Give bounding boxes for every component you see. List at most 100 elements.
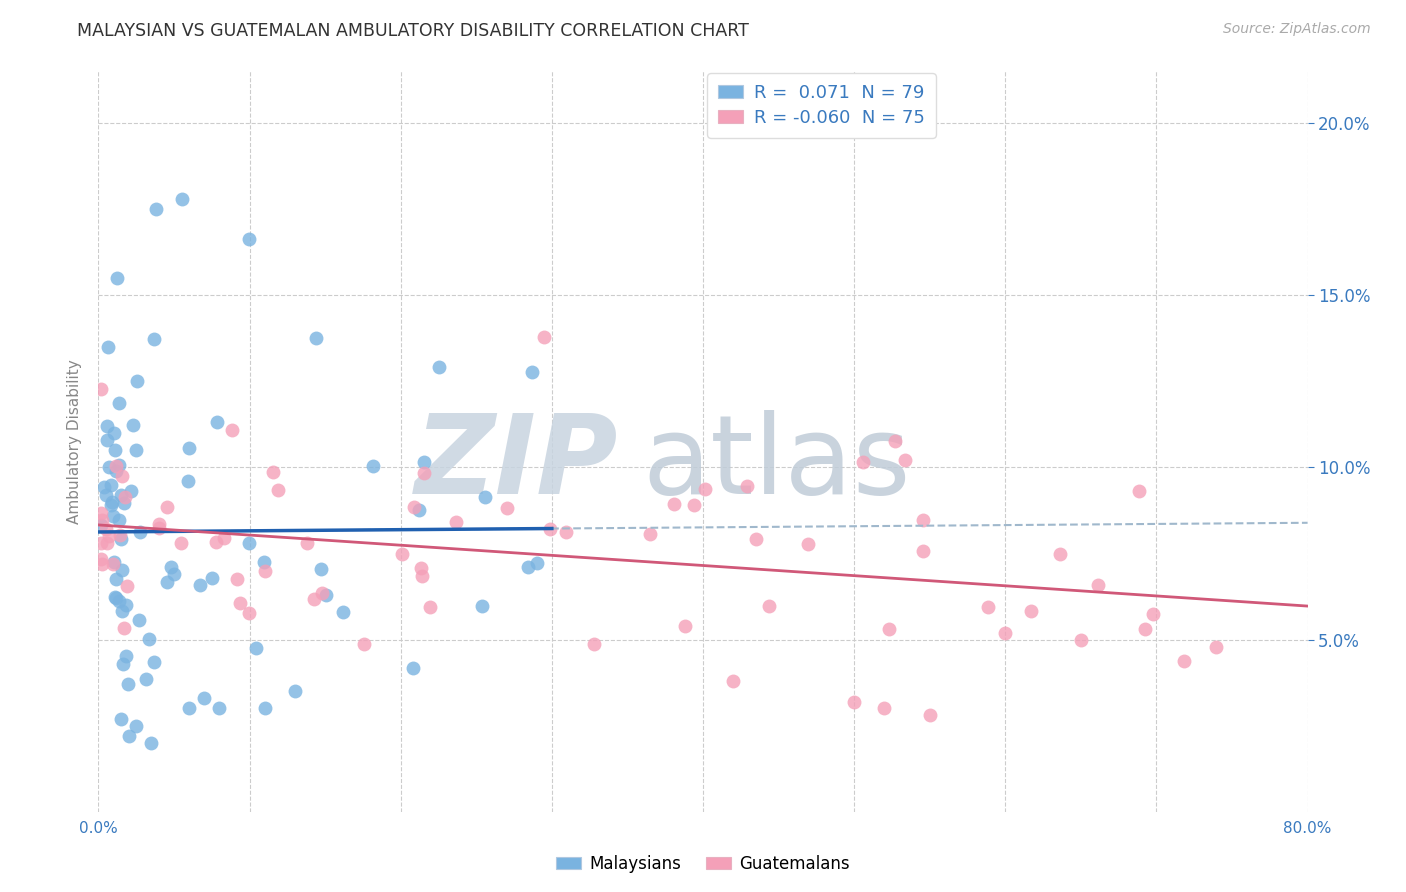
Point (582, 637, 605, 651)
Point (125, 443, 148, 458)
Point (419, 599, 441, 614)
Point (662, 497, 685, 511)
Point (107, 594, 129, 608)
Point (201, 571, 224, 585)
Point (474, 490, 496, 504)
Point (918, 708, 941, 723)
Point (305, 331, 328, 345)
Point (471, 599, 494, 613)
Point (911, 544, 934, 558)
Point (411, 561, 433, 575)
Point (533, 329, 555, 343)
Point (91, 513, 114, 527)
Point (104, 590, 127, 604)
Point (170, 192, 193, 206)
Point (91, 558, 114, 572)
Point (117, 677, 139, 691)
Point (444, 515, 467, 529)
Point (1142, 607, 1164, 621)
Point (104, 591, 127, 606)
Point (115, 579, 138, 593)
Point (1133, 622, 1156, 636)
Point (143, 332, 166, 346)
Point (253, 564, 276, 578)
Point (205, 416, 228, 430)
Point (90, 552, 112, 566)
Point (402, 661, 425, 675)
Point (877, 622, 900, 636)
Point (110, 532, 132, 546)
Point (695, 482, 717, 496)
Point (1019, 604, 1042, 618)
Point (267, 483, 290, 497)
Point (96, 418, 118, 433)
Point (142, 655, 165, 669)
Point (101, 495, 124, 509)
Point (128, 613, 150, 627)
Point (238, 232, 260, 246)
Point (555, 525, 578, 540)
Point (156, 500, 179, 514)
Y-axis label: Ambulatory Disability: Ambulatory Disability (67, 359, 83, 524)
Point (105, 458, 128, 473)
Point (94, 488, 117, 502)
Point (1173, 654, 1195, 668)
Point (103, 425, 125, 440)
Point (105, 465, 128, 479)
Point (108, 395, 131, 409)
Point (391, 547, 413, 561)
Point (125, 718, 148, 732)
Point (309, 562, 332, 576)
Point (894, 453, 917, 467)
Point (1128, 483, 1150, 498)
Point (129, 525, 152, 540)
Point (413, 455, 436, 469)
Point (90, 507, 112, 521)
Text: 80.0%: 80.0% (1284, 822, 1331, 837)
Point (496, 500, 519, 515)
Point (139, 736, 162, 750)
Point (238, 606, 260, 620)
Point (1205, 640, 1227, 654)
Point (145, 202, 167, 216)
Point (112, 496, 135, 510)
Point (103, 555, 125, 569)
Point (226, 572, 249, 586)
Point (852, 455, 875, 469)
Point (295, 536, 318, 550)
Point (104, 573, 127, 587)
Point (107, 458, 129, 472)
Point (221, 423, 243, 437)
Point (111, 468, 134, 483)
Point (683, 498, 706, 512)
Point (100, 477, 122, 491)
Text: MALAYSIAN VS GUATEMALAN AMBULATORY DISABILITY CORRELATION CHART: MALAYSIAN VS GUATEMALAN AMBULATORY DISAB… (77, 22, 749, 40)
Point (427, 360, 450, 375)
Point (1087, 578, 1109, 592)
Point (138, 632, 160, 646)
Text: Source: ZipAtlas.com: Source: ZipAtlas.com (1223, 22, 1371, 37)
Legend: R =  0.071  N = 79, R = -0.060  N = 75: R = 0.071 N = 79, R = -0.060 N = 75 (707, 73, 936, 138)
Point (114, 490, 136, 504)
Point (108, 513, 131, 527)
Point (148, 521, 170, 535)
Point (122, 418, 145, 433)
Point (115, 648, 138, 663)
Point (994, 625, 1017, 640)
Point (162, 566, 184, 581)
Point (118, 729, 141, 743)
Point (304, 591, 326, 606)
Point (1049, 547, 1071, 561)
Point (120, 483, 142, 498)
Point (411, 569, 433, 583)
Point (98, 529, 121, 543)
Point (212, 531, 235, 545)
Point (148, 517, 170, 532)
Point (873, 701, 896, 715)
Point (94, 522, 117, 536)
Point (253, 555, 276, 569)
Point (1070, 632, 1092, 647)
Point (245, 641, 267, 656)
Point (758, 599, 780, 614)
Point (96, 433, 118, 447)
